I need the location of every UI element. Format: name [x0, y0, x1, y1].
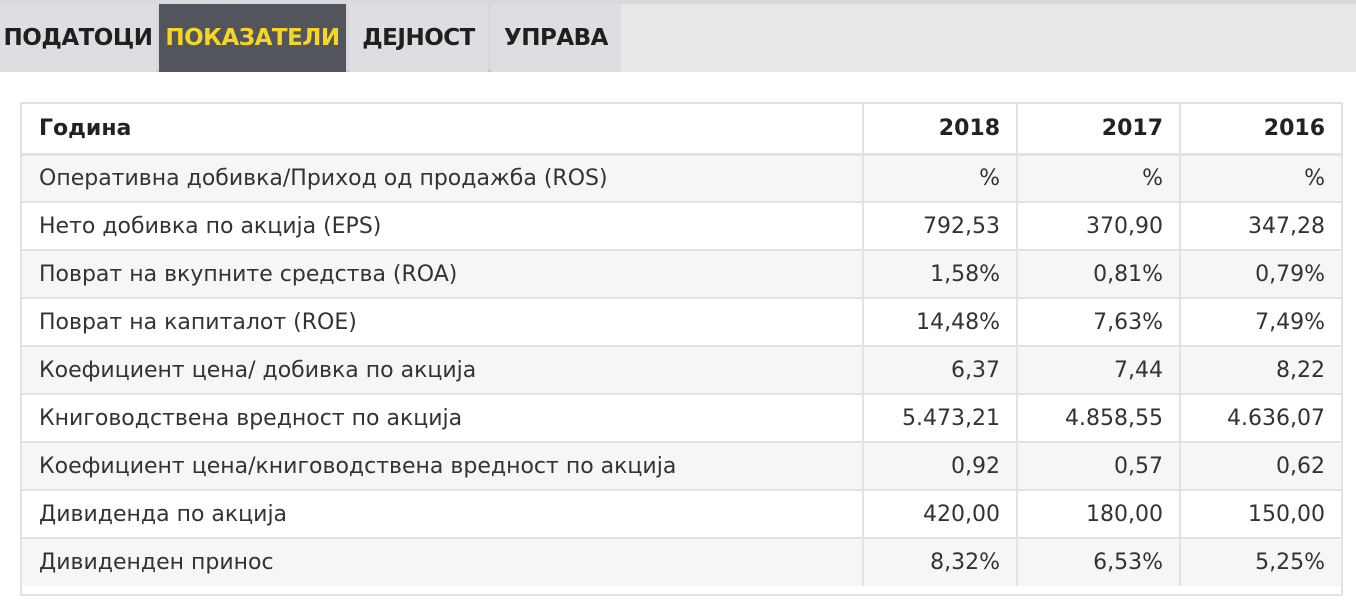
table-row: Коефициент цена/ добивка по акција 6,37 …: [22, 346, 1341, 395]
cell-2018: 6,37: [863, 346, 1018, 395]
tab-dejnost[interactable]: ДЕЈНОСТ: [349, 4, 488, 72]
row-label: Дивиденда по акција: [22, 490, 864, 539]
row-label: Поврат на капиталот (ROE): [22, 298, 864, 347]
column-header-2018: 2018: [863, 104, 1018, 156]
column-header-2017: 2017: [1017, 104, 1181, 156]
tab-bar-filler: [621, 4, 1356, 72]
cell-2017: %: [1017, 154, 1181, 203]
row-label: Нето добивка по акција (EPS): [22, 202, 864, 251]
cell-2017: 4.858,55: [1017, 394, 1181, 443]
cell-2016: 150,00: [1180, 490, 1341, 539]
cell-2016: 5,25%: [1180, 538, 1341, 586]
cell-2017: 180,00: [1017, 490, 1181, 539]
cell-2017: 0,81%: [1017, 250, 1181, 299]
row-label: Коефициент цена/ добивка по акција: [22, 346, 864, 395]
indicators-table-container: Година 2018 2017 2016 Оперативна добивка…: [20, 102, 1343, 596]
table-row: Книговодствена вредност по акција 5.473,…: [22, 394, 1341, 443]
indicators-table: Година 2018 2017 2016 Оперативна добивка…: [22, 104, 1341, 586]
table-row: Нето добивка по акција (EPS) 792,53 370,…: [22, 202, 1341, 251]
cell-2017: 6,53%: [1017, 538, 1181, 586]
cell-2017: 7,44: [1017, 346, 1181, 395]
tab-bar: ПОДАТОЦИ ПОКАЗАТЕЛИ ДЕЈНОСТ УПРАВА: [0, 0, 1356, 72]
column-header-year-label: Година: [22, 104, 864, 156]
table-row: Поврат на вкупните средства (ROA) 1,58% …: [22, 250, 1341, 299]
cell-2016: 347,28: [1180, 202, 1341, 251]
row-label: Поврат на вкупните средства (ROA): [22, 250, 864, 299]
cell-2017: 7,63%: [1017, 298, 1181, 347]
cell-2018: 792,53: [863, 202, 1018, 251]
table-row: Дивиденда по акција 420,00 180,00 150,00: [22, 490, 1341, 539]
table-row: Поврат на капиталот (ROE) 14,48% 7,63% 7…: [22, 298, 1341, 347]
cell-2016: 0,79%: [1180, 250, 1341, 299]
row-label: Коефициент цена/книговодствена вредност …: [22, 442, 864, 491]
cell-2018: %: [863, 154, 1018, 203]
cell-2018: 5.473,21: [863, 394, 1018, 443]
cell-2018: 14,48%: [863, 298, 1018, 347]
row-label: Книговодствена вредност по акција: [22, 394, 864, 443]
table-row: Коефициент цена/книговодствена вредност …: [22, 442, 1341, 491]
row-label: Оперативна добивка/Приход од продажба (R…: [22, 154, 864, 203]
row-label: Дивиденден принос: [22, 538, 864, 586]
cell-2016: 4.636,07: [1180, 394, 1341, 443]
cell-2018: 0,92: [863, 442, 1018, 491]
table-row: Дивиденден принос 8,32% 6,53% 5,25%: [22, 538, 1341, 586]
tab-podatoci[interactable]: ПОДАТОЦИ: [0, 4, 156, 72]
cell-2018: 8,32%: [863, 538, 1018, 586]
table-row: Оперативна добивка/Приход од продажба (R…: [22, 154, 1341, 203]
cell-2018: 420,00: [863, 490, 1018, 539]
cell-2017: 370,90: [1017, 202, 1181, 251]
tab-pokazateli[interactable]: ПОКАЗАТЕЛИ: [159, 4, 346, 72]
cell-2016: %: [1180, 154, 1341, 203]
cell-2017: 0,57: [1017, 442, 1181, 491]
cell-2016: 7,49%: [1180, 298, 1341, 347]
cell-2016: 8,22: [1180, 346, 1341, 395]
column-header-2016: 2016: [1180, 104, 1341, 156]
table-header-row: Година 2018 2017 2016: [22, 104, 1341, 156]
cell-2016: 0,62: [1180, 442, 1341, 491]
cell-2018: 1,58%: [863, 250, 1018, 299]
tab-uprava[interactable]: УПРАВА: [491, 4, 621, 72]
